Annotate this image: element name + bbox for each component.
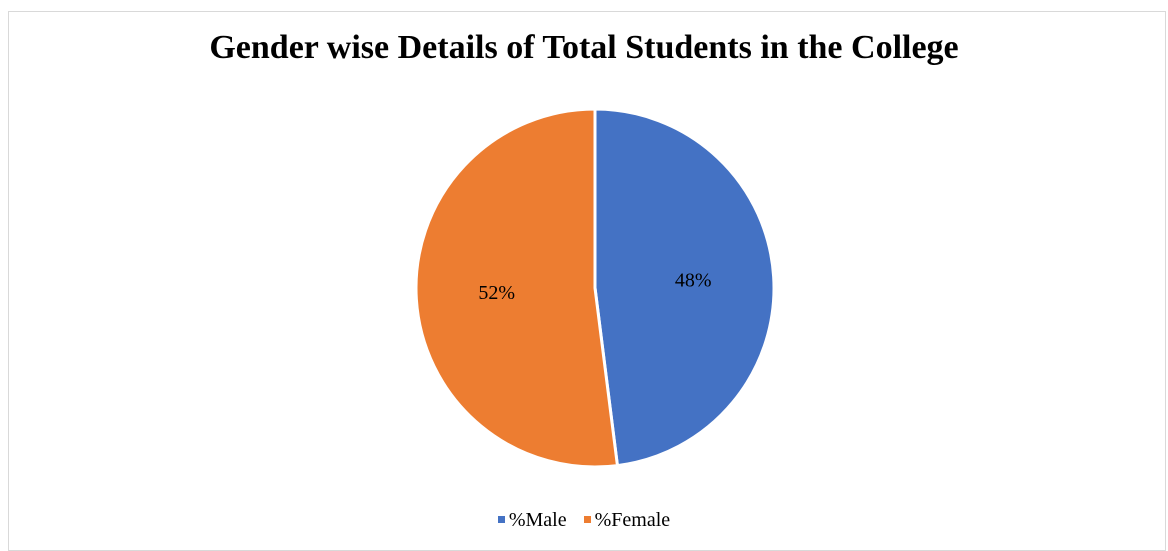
legend-label-male: %Male [508, 509, 567, 531]
legend-swatch-female [583, 515, 591, 523]
data-label-female: 52% [478, 282, 515, 304]
legend-item-male: %Male [497, 508, 567, 532]
legend-swatch-male [497, 515, 505, 523]
legend: %Male %Female [0, 508, 1168, 532]
legend-label-female: %Female [594, 509, 671, 531]
legend-item-female: %Female [583, 508, 671, 532]
data-label-male: 48% [675, 269, 712, 291]
chart-title: Gender wise Details of Total Students in… [209, 29, 959, 66]
pie-slice-female [414, 107, 620, 469]
pie-slice-male [593, 107, 776, 468]
